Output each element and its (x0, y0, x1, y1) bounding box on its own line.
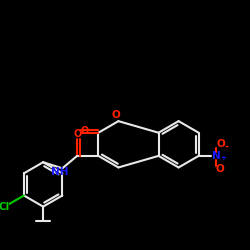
Text: O: O (73, 129, 81, 139)
Text: O: O (216, 164, 224, 174)
Text: -: - (225, 142, 229, 152)
Text: Cl: Cl (0, 202, 10, 212)
Text: NH: NH (51, 167, 68, 177)
Text: O: O (216, 139, 225, 149)
Text: O: O (111, 110, 120, 120)
Text: O: O (81, 126, 89, 136)
Text: N: N (212, 151, 220, 161)
Text: +: + (220, 155, 226, 161)
